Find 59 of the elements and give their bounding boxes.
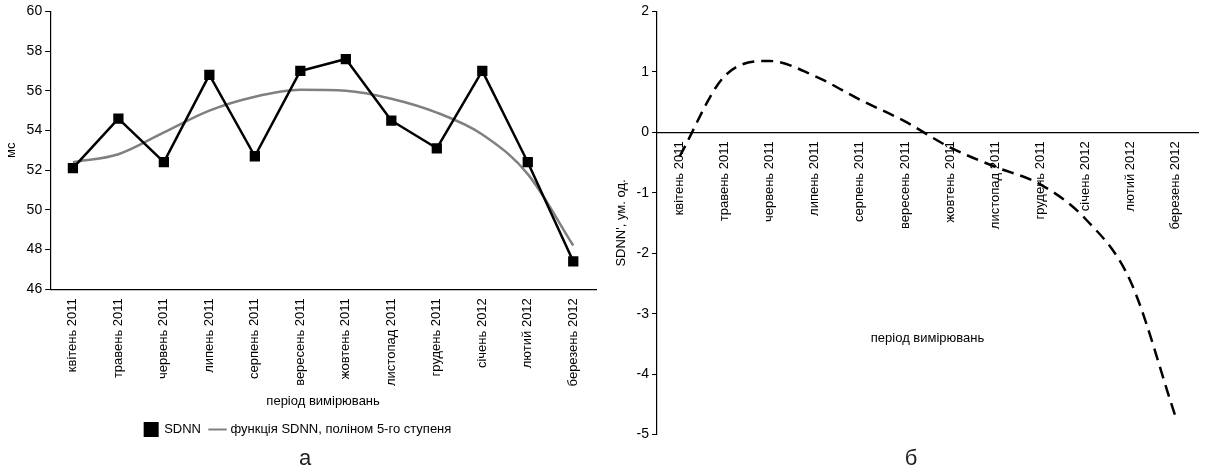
y-tick-label: 52 [26, 160, 43, 177]
point [386, 115, 397, 126]
y-tick-label: 46 [26, 280, 43, 297]
x-tick-label: червень 2011 [761, 141, 777, 223]
y-tick-label: -4 [636, 365, 650, 381]
point [204, 69, 215, 81]
x-tick-label: січень 2012 [473, 298, 489, 369]
y-tick-label: -2 [636, 244, 650, 261]
x-tick-label: липень 2011 [806, 141, 822, 216]
x-tick-label: січень 2012 [1076, 141, 1092, 212]
x-tick-label: лютий 2012 [519, 298, 535, 369]
point [249, 151, 260, 162]
x-tick-label: квітень 2011 [64, 298, 80, 373]
point [67, 163, 79, 174]
y-tick-label: 48 [26, 240, 43, 257]
y-tick-label: 56 [26, 81, 43, 98]
x-tick-label: жовтень 2011 [941, 141, 957, 223]
y-tick-label: -3 [636, 304, 650, 321]
y-tick-label: 0 [641, 123, 650, 140]
x-tick-label: березень 2012 [1167, 141, 1183, 230]
x-tick-label: грудень 2011 [428, 298, 444, 377]
y-tick-label: -1 [636, 183, 650, 200]
point [158, 157, 170, 168]
text: б [903, 445, 919, 470]
y-tick-label: -5 [636, 425, 650, 442]
y-tick-label: 54 [26, 121, 43, 138]
legend-label: SDNN [164, 421, 202, 437]
y-tick-label: 1 [641, 62, 650, 79]
x-tick-label: листопад 2011 [382, 298, 398, 386]
legend-label: функція SDNN, поліном 5-го ступеня [230, 421, 452, 437]
text: а [297, 445, 313, 470]
x-tick-label: вересень 2011 [896, 141, 912, 230]
point [431, 143, 442, 154]
x-axis-title: період вимірювань [870, 330, 985, 346]
y-axis-title: мс [3, 142, 19, 158]
x-tick-label: червень 2011 [155, 298, 171, 379]
point [113, 113, 124, 124]
y-axis-title: SDNN', ум. од. [613, 179, 629, 267]
x-tick-label: лютий 2012 [1121, 141, 1137, 212]
y-tick-label: 2 [641, 2, 650, 19]
y-tick-label: 60 [26, 2, 43, 19]
x-tick-label: липень 2011 [200, 298, 216, 373]
x-tick-label: листопад 2011 [986, 141, 1002, 230]
y-tick-label: 58 [26, 41, 43, 58]
x-tick-label: травень 2011 [109, 298, 125, 379]
x-tick-label: березень 2012 [564, 298, 580, 387]
point [340, 53, 351, 65]
x-tick-label: серпень 2011 [851, 141, 867, 223]
x-tick-label: грудень 2011 [1031, 141, 1047, 220]
x-tick-label: жовтень 2011 [337, 298, 353, 380]
x-tick-label: травень 2011 [716, 141, 732, 222]
x-tick-label: вересень 2011 [291, 298, 307, 386]
point [522, 157, 533, 168]
x-axis-title: період вимірювань [266, 392, 381, 408]
point [568, 256, 579, 267]
y-tick-label: 50 [26, 200, 43, 217]
point [477, 65, 488, 77]
x-tick-label: серпень 2011 [246, 298, 262, 379]
point [295, 65, 306, 77]
